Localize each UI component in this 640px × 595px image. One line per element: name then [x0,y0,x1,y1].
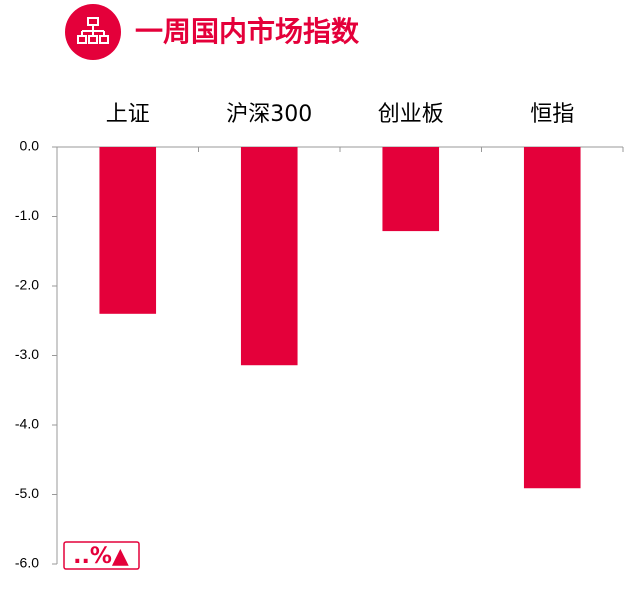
bar [523,147,581,489]
bar [240,147,298,366]
y-tick-label: -4.0 [15,416,39,432]
hierarchy-icon [77,17,109,44]
y-tick-label: -2.0 [15,277,39,293]
x-tick-label: 上证 [106,102,150,127]
y-tick-label: -6.0 [15,555,39,571]
x-tick-label: 创业板 [378,102,444,127]
bar [99,147,157,314]
y-tick-label: 0.0 [20,138,40,154]
y-tick-label: -5.0 [15,485,39,501]
annotation-box [63,541,140,570]
bar [382,147,440,232]
x-tick-label: 沪深300 [226,102,312,127]
x-tick-label: 恒指 [530,102,574,127]
y-tick-label: -1.0 [15,207,39,223]
annotation: ..%▲ [73,544,129,569]
chart-title: 一周国内市场指数 [135,15,360,48]
y-tick-label: -3.0 [15,346,39,362]
